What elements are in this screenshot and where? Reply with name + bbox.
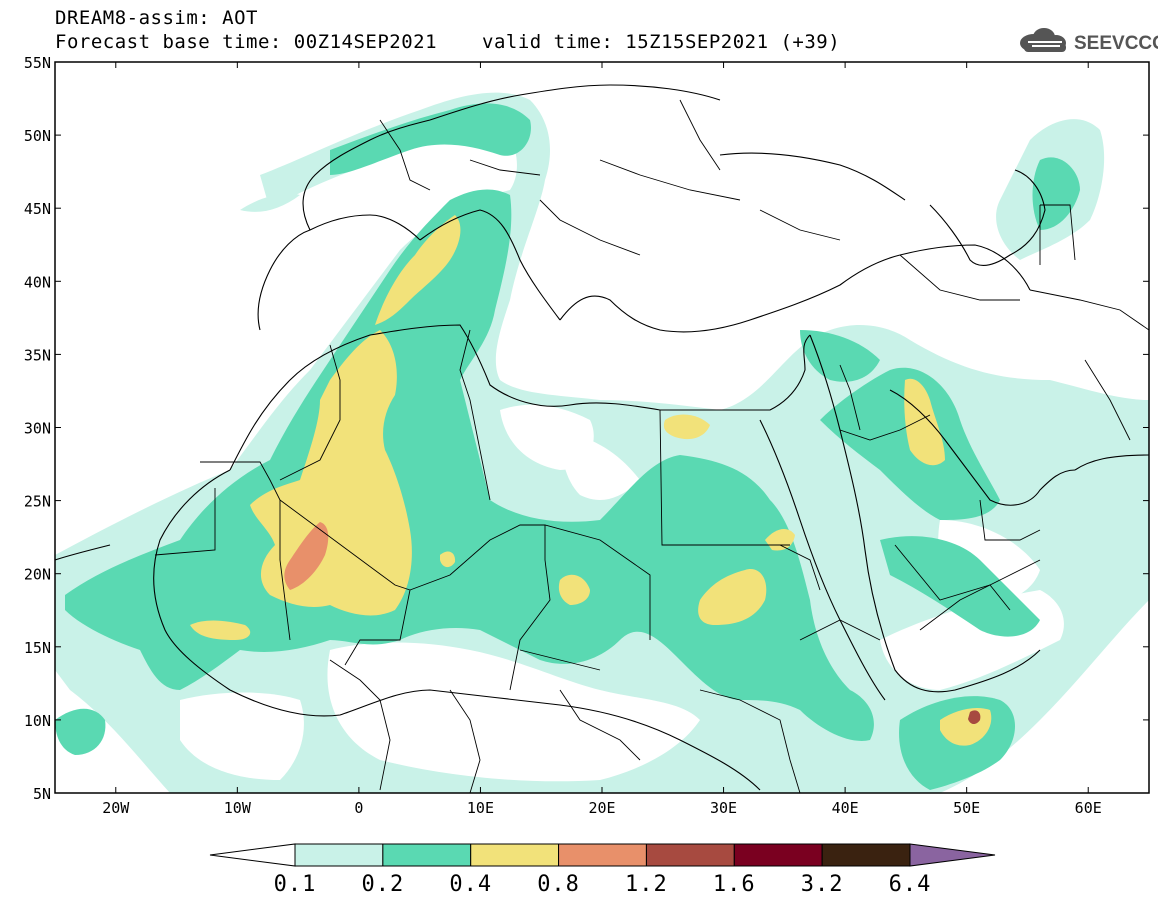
colorbar-over-triangle [909,843,996,867]
colorbar-label: 0.8 [537,872,580,897]
lon-tick-label: 10E [467,799,494,817]
lat-tick-label: 20N [24,566,51,584]
map-title: DREAM8-assim: AOT [55,7,258,29]
lat-tick-label: 15N [24,639,51,657]
lat-tick-label: 45N [24,200,51,218]
lon-tick-label: 20W [102,799,130,817]
colorbar-label: 1.6 [712,872,756,897]
colorbar-box [733,843,823,867]
lat-tick-label: 55N [24,54,51,72]
aot-fields [55,92,1149,793]
lon-tick-label: 40E [832,799,859,817]
colorbar-label: 3.2 [800,872,844,897]
aot-contour-0-4 [190,215,992,746]
colorbar-label: 0.1 [273,872,317,897]
seevccc-logo: SEEVCCC [1020,28,1158,54]
colorbar-label: 0.4 [449,872,493,897]
coastlines [55,84,1149,791]
lat-tick-label: 25N [24,493,51,511]
colorbar-box [821,843,911,867]
aot-contour-0-8 [284,522,329,590]
colorbar-box [382,843,472,867]
lon-tick-label: 30E [710,799,737,817]
lat-tick-label: 10N [24,712,51,730]
colorbar-label: 1.2 [625,872,668,897]
colorbar-under-triangle [209,843,296,867]
valid-time: valid time: 15Z15SEP2021 (+39) [482,31,841,53]
forecast-base-time: Forecast base time: 00Z14SEP2021 [55,31,438,53]
lon-tick-label: 10W [224,799,252,817]
lon-tick-label: 50E [953,799,980,817]
lat-tick-label: 35N [24,346,51,364]
colorbar-box [645,843,735,867]
latitude-labels: 55N 50N 45N 40N 35N 30N 25N 20N 15N 10N 5N [24,54,51,803]
lon-tick-label: 60E [1075,799,1102,817]
country-borders [154,99,1149,793]
lon-tick-label: 0 [354,799,363,817]
lon-tick-label: 20E [588,799,615,817]
colorbar-box [294,843,384,867]
logo-text: SEEVCCC [1074,33,1158,54]
colorbar-label: 0.2 [361,872,405,897]
lat-tick-label: 50N [24,127,51,145]
lat-tick-label: 30N [24,420,51,438]
aot-contour-1-2 [968,710,981,725]
colorbar-box [470,843,560,867]
lat-tick-label: 40N [24,273,51,291]
colorbar-box [558,843,647,867]
aot-contour-0-1 [55,92,1149,793]
longitude-labels: 20W 10W 0 10E 20E 30E 40E 50E 60E [102,799,1102,817]
lat-tick-label: 5N [33,785,51,803]
colorbar-label: 6.4 [888,872,932,897]
axis-ticks [55,61,1149,794]
colorbar [209,843,996,867]
